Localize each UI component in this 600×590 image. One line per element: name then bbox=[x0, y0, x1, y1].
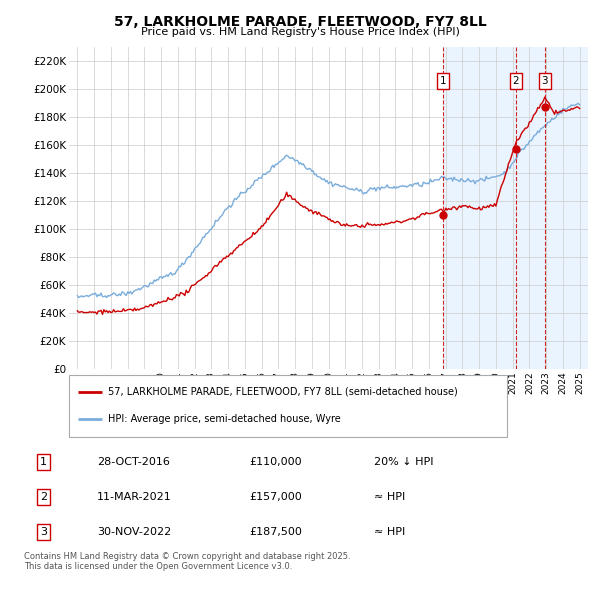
Text: 1: 1 bbox=[440, 76, 446, 86]
Text: ≈ HPI: ≈ HPI bbox=[374, 492, 405, 502]
FancyBboxPatch shape bbox=[69, 375, 507, 437]
Text: 28-OCT-2016: 28-OCT-2016 bbox=[97, 457, 170, 467]
Text: £157,000: £157,000 bbox=[250, 492, 302, 502]
Text: 3: 3 bbox=[541, 76, 548, 86]
Text: Contains HM Land Registry data © Crown copyright and database right 2025.
This d: Contains HM Land Registry data © Crown c… bbox=[24, 552, 350, 571]
Text: 1: 1 bbox=[40, 457, 47, 467]
Text: £110,000: £110,000 bbox=[250, 457, 302, 467]
Text: 2: 2 bbox=[40, 492, 47, 502]
Bar bbox=[443, 47, 588, 369]
Text: 57, LARKHOLME PARADE, FLEETWOOD, FY7 8LL: 57, LARKHOLME PARADE, FLEETWOOD, FY7 8LL bbox=[113, 15, 487, 29]
Text: 57, LARKHOLME PARADE, FLEETWOOD, FY7 8LL (semi-detached house): 57, LARKHOLME PARADE, FLEETWOOD, FY7 8LL… bbox=[109, 387, 458, 397]
Text: 20% ↓ HPI: 20% ↓ HPI bbox=[374, 457, 433, 467]
Text: 3: 3 bbox=[40, 527, 47, 537]
Text: 2: 2 bbox=[512, 76, 519, 86]
Text: ≈ HPI: ≈ HPI bbox=[374, 527, 405, 537]
Text: HPI: Average price, semi-detached house, Wyre: HPI: Average price, semi-detached house,… bbox=[109, 414, 341, 424]
Text: Price paid vs. HM Land Registry's House Price Index (HPI): Price paid vs. HM Land Registry's House … bbox=[140, 27, 460, 37]
Text: £187,500: £187,500 bbox=[250, 527, 302, 537]
Text: 30-NOV-2022: 30-NOV-2022 bbox=[97, 527, 172, 537]
Text: 11-MAR-2021: 11-MAR-2021 bbox=[97, 492, 172, 502]
